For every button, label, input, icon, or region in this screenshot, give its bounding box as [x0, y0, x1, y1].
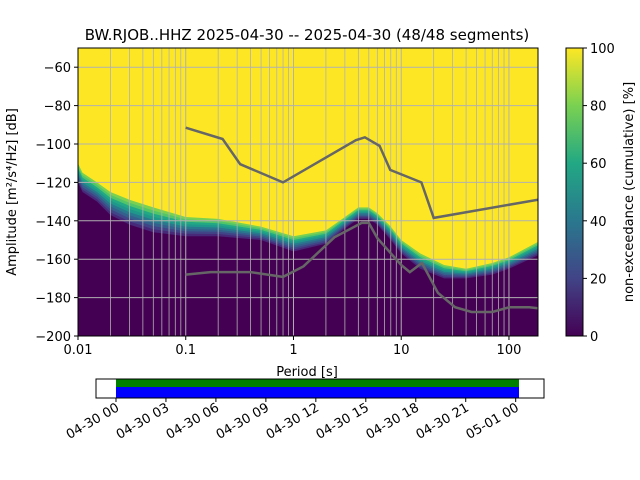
y-tick-label: −120: [35, 176, 71, 191]
colorbar-label: non-exceedance (cumulative) [%]: [622, 82, 637, 302]
timeline-tick-label: 05-01 00: [464, 400, 522, 442]
y-tick-label: −160: [35, 253, 71, 268]
colorbar-tick-label: 80: [590, 100, 607, 115]
timeline-data-coverage: [115, 379, 520, 387]
timeline-tick-label: 04-30 15: [314, 400, 372, 442]
x-tick-label: 100: [497, 343, 522, 358]
y-tick-label: −60: [44, 61, 71, 76]
y-tick-label: −180: [35, 292, 71, 307]
x-tick-label: 10: [393, 343, 410, 358]
timeline-tick-label: 04-30 12: [264, 400, 322, 442]
colorbar-tick-label: 0: [590, 330, 598, 345]
x-tick-label: 1: [289, 343, 297, 358]
colorbar-tick-label: 20: [590, 272, 607, 287]
y-tick-label: −140: [35, 215, 71, 230]
y-tick-label: −200: [35, 330, 71, 345]
timeline-tick-label: 04-30 09: [214, 400, 272, 442]
plot-frame: [77, 47, 539, 337]
timeline-tick-label: 04-30 06: [164, 400, 222, 442]
y-tick-label: −100: [35, 138, 71, 153]
nhnm-line: [185, 126, 538, 220]
y-tick-label: −80: [44, 100, 71, 115]
colorbar-tick-label: 100: [590, 42, 615, 57]
colorbar-tick-label: 40: [590, 215, 607, 230]
chart-title: BW.RJOB..HHZ 2025-04-30 -- 2025-04-30 (4…: [85, 26, 530, 44]
timeline-tick-label: 04-30 21: [414, 400, 472, 442]
plot-area: [78, 48, 538, 336]
x-tick-label: 0.01: [64, 343, 93, 358]
timeline-tick-label: 04-30 00: [64, 400, 122, 442]
x-tick-label: 0.1: [175, 343, 196, 358]
colorbar-tick-label: 60: [590, 157, 607, 172]
timeline-border: [95, 378, 545, 399]
x-axis-label: Period [s]: [276, 365, 338, 380]
nlnm-line: [185, 221, 538, 314]
colorbar: [565, 47, 584, 337]
timeline-tick-label: 04-30 18: [364, 400, 422, 442]
timeline-processed-coverage: [115, 387, 520, 398]
timeline-tick-label: 04-30 03: [114, 400, 172, 442]
y-axis-label: Amplitude [m²/s⁴/Hz] [dB]: [5, 108, 20, 276]
